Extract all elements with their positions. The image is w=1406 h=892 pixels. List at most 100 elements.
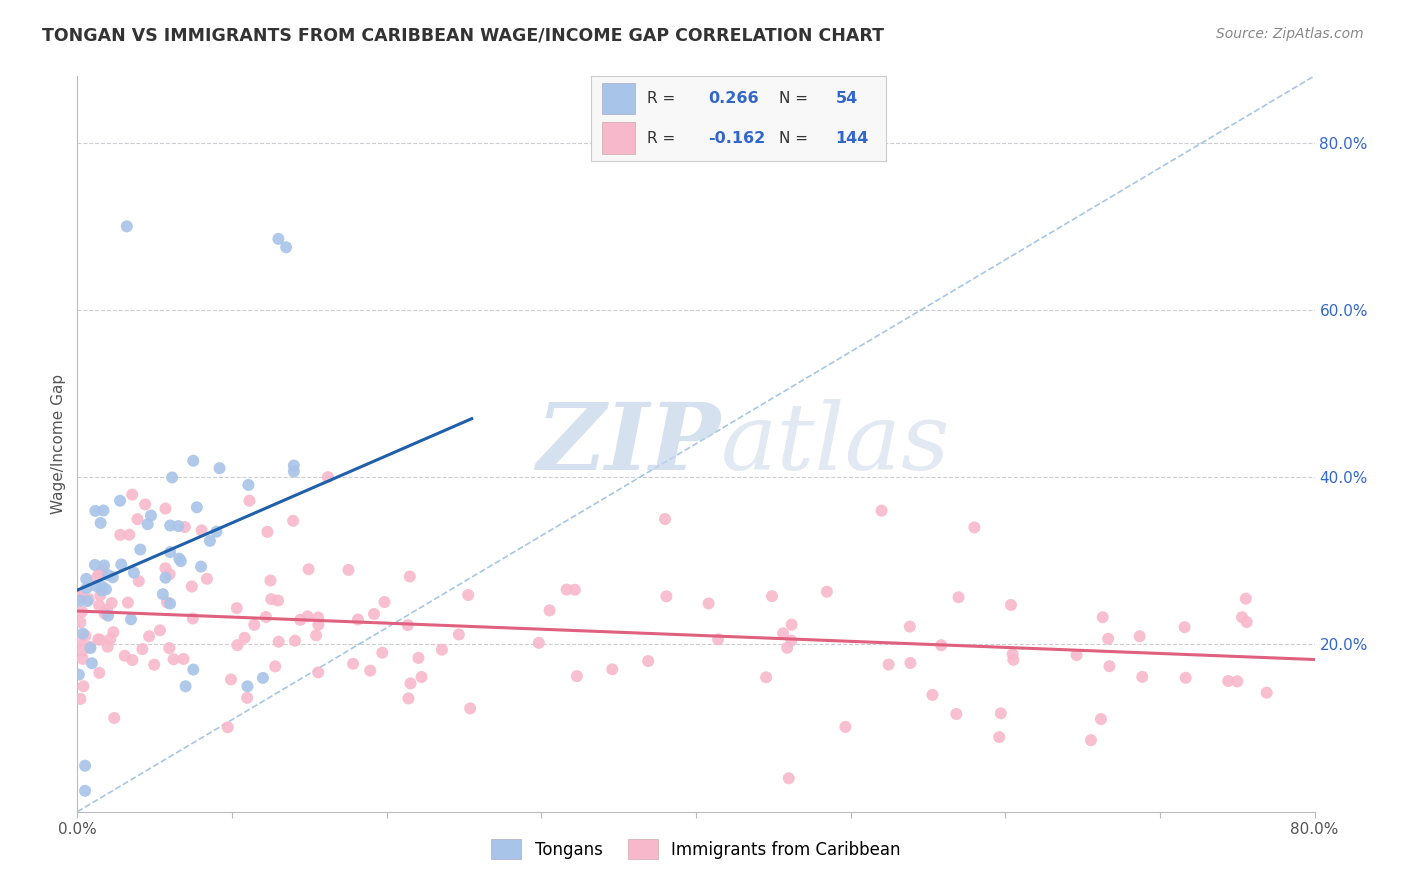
Point [67, 667, 90, 681]
Point [447, 627, 470, 641]
Point [1000, 598, 1022, 612]
Point [307, 617, 329, 632]
Point [208, 461, 231, 475]
Point [457, 588, 479, 602]
Point [89, 588, 111, 602]
Point [1234, 591, 1257, 606]
Point [139, 508, 162, 523]
Text: TONGAN VS IMMIGRANTS FROM CARIBBEAN WAGE/INCOME GAP CORRELATION CHART: TONGAN VS IMMIGRANTS FROM CARIBBEAN WAGE… [42, 27, 884, 45]
Text: 144: 144 [835, 130, 869, 145]
Point [120, 612, 142, 626]
Point [565, 669, 588, 683]
Point [108, 493, 131, 508]
Point [1174, 671, 1197, 685]
Bar [602, 83, 636, 114]
Point [371, 646, 394, 660]
Point [198, 533, 221, 548]
Point [70, 605, 93, 619]
Point [290, 613, 312, 627]
Point [93, 607, 115, 621]
Point [254, 610, 277, 624]
Point [89, 632, 111, 647]
Point [834, 720, 856, 734]
Point [72, 626, 94, 640]
Point [87, 566, 110, 581]
Point [755, 670, 778, 684]
Point [87, 632, 110, 647]
Point [93, 503, 115, 517]
Point [307, 610, 329, 624]
Point [929, 638, 952, 652]
Point [103, 711, 125, 725]
Point [408, 651, 430, 665]
Point [169, 551, 191, 566]
Point [990, 706, 1012, 721]
Point [256, 524, 278, 539]
Point [134, 498, 156, 512]
Point [267, 232, 290, 246]
Point [72, 652, 94, 666]
Point [167, 519, 190, 533]
Point [75, 784, 96, 798]
Point [127, 512, 149, 526]
Point [564, 582, 586, 597]
Point [79, 641, 101, 656]
Legend: Tongans, Immigrants from Caribbean: Tongans, Immigrants from Caribbean [485, 832, 907, 866]
Point [110, 558, 132, 572]
Point [69, 593, 91, 607]
Point [87, 599, 110, 613]
Point [1256, 686, 1278, 700]
Point [945, 706, 967, 721]
Point [1130, 670, 1153, 684]
Point [877, 657, 900, 672]
Text: R =: R = [647, 130, 679, 145]
Text: Source: ZipAtlas.com: Source: ZipAtlas.com [1216, 27, 1364, 41]
Point [772, 626, 794, 640]
Point [297, 609, 319, 624]
Point [115, 219, 138, 234]
Point [283, 458, 305, 473]
Point [69, 590, 91, 604]
Point [77, 592, 100, 607]
Point [1098, 659, 1121, 673]
Point [186, 500, 208, 515]
Point [316, 470, 339, 484]
Point [181, 611, 204, 625]
Point [707, 632, 730, 647]
Point [94, 582, 117, 597]
Point [93, 558, 115, 573]
Point [1236, 615, 1258, 629]
Point [281, 514, 304, 528]
Point [236, 679, 259, 693]
Point [91, 580, 114, 594]
Point [155, 571, 177, 585]
Point [190, 524, 212, 538]
Text: atlas: atlas [721, 399, 950, 489]
Point [155, 501, 177, 516]
Point [398, 569, 420, 583]
Point [217, 720, 239, 734]
Point [79, 640, 101, 654]
Point [100, 596, 122, 610]
Point [1218, 673, 1240, 688]
Point [780, 633, 803, 648]
Point [103, 625, 125, 640]
Point [283, 464, 305, 478]
Point [1002, 653, 1025, 667]
Point [226, 638, 249, 652]
Point [122, 566, 145, 580]
Point [101, 570, 124, 584]
Point [219, 673, 242, 687]
Point [114, 648, 136, 663]
Point [121, 487, 143, 501]
Point [72, 643, 94, 657]
Point [159, 597, 181, 611]
Point [305, 628, 328, 642]
Point [963, 520, 986, 534]
Point [1097, 632, 1119, 646]
Point [190, 559, 212, 574]
Point [84, 558, 107, 572]
Point [76, 594, 98, 608]
Point [259, 574, 281, 588]
Point [260, 592, 283, 607]
